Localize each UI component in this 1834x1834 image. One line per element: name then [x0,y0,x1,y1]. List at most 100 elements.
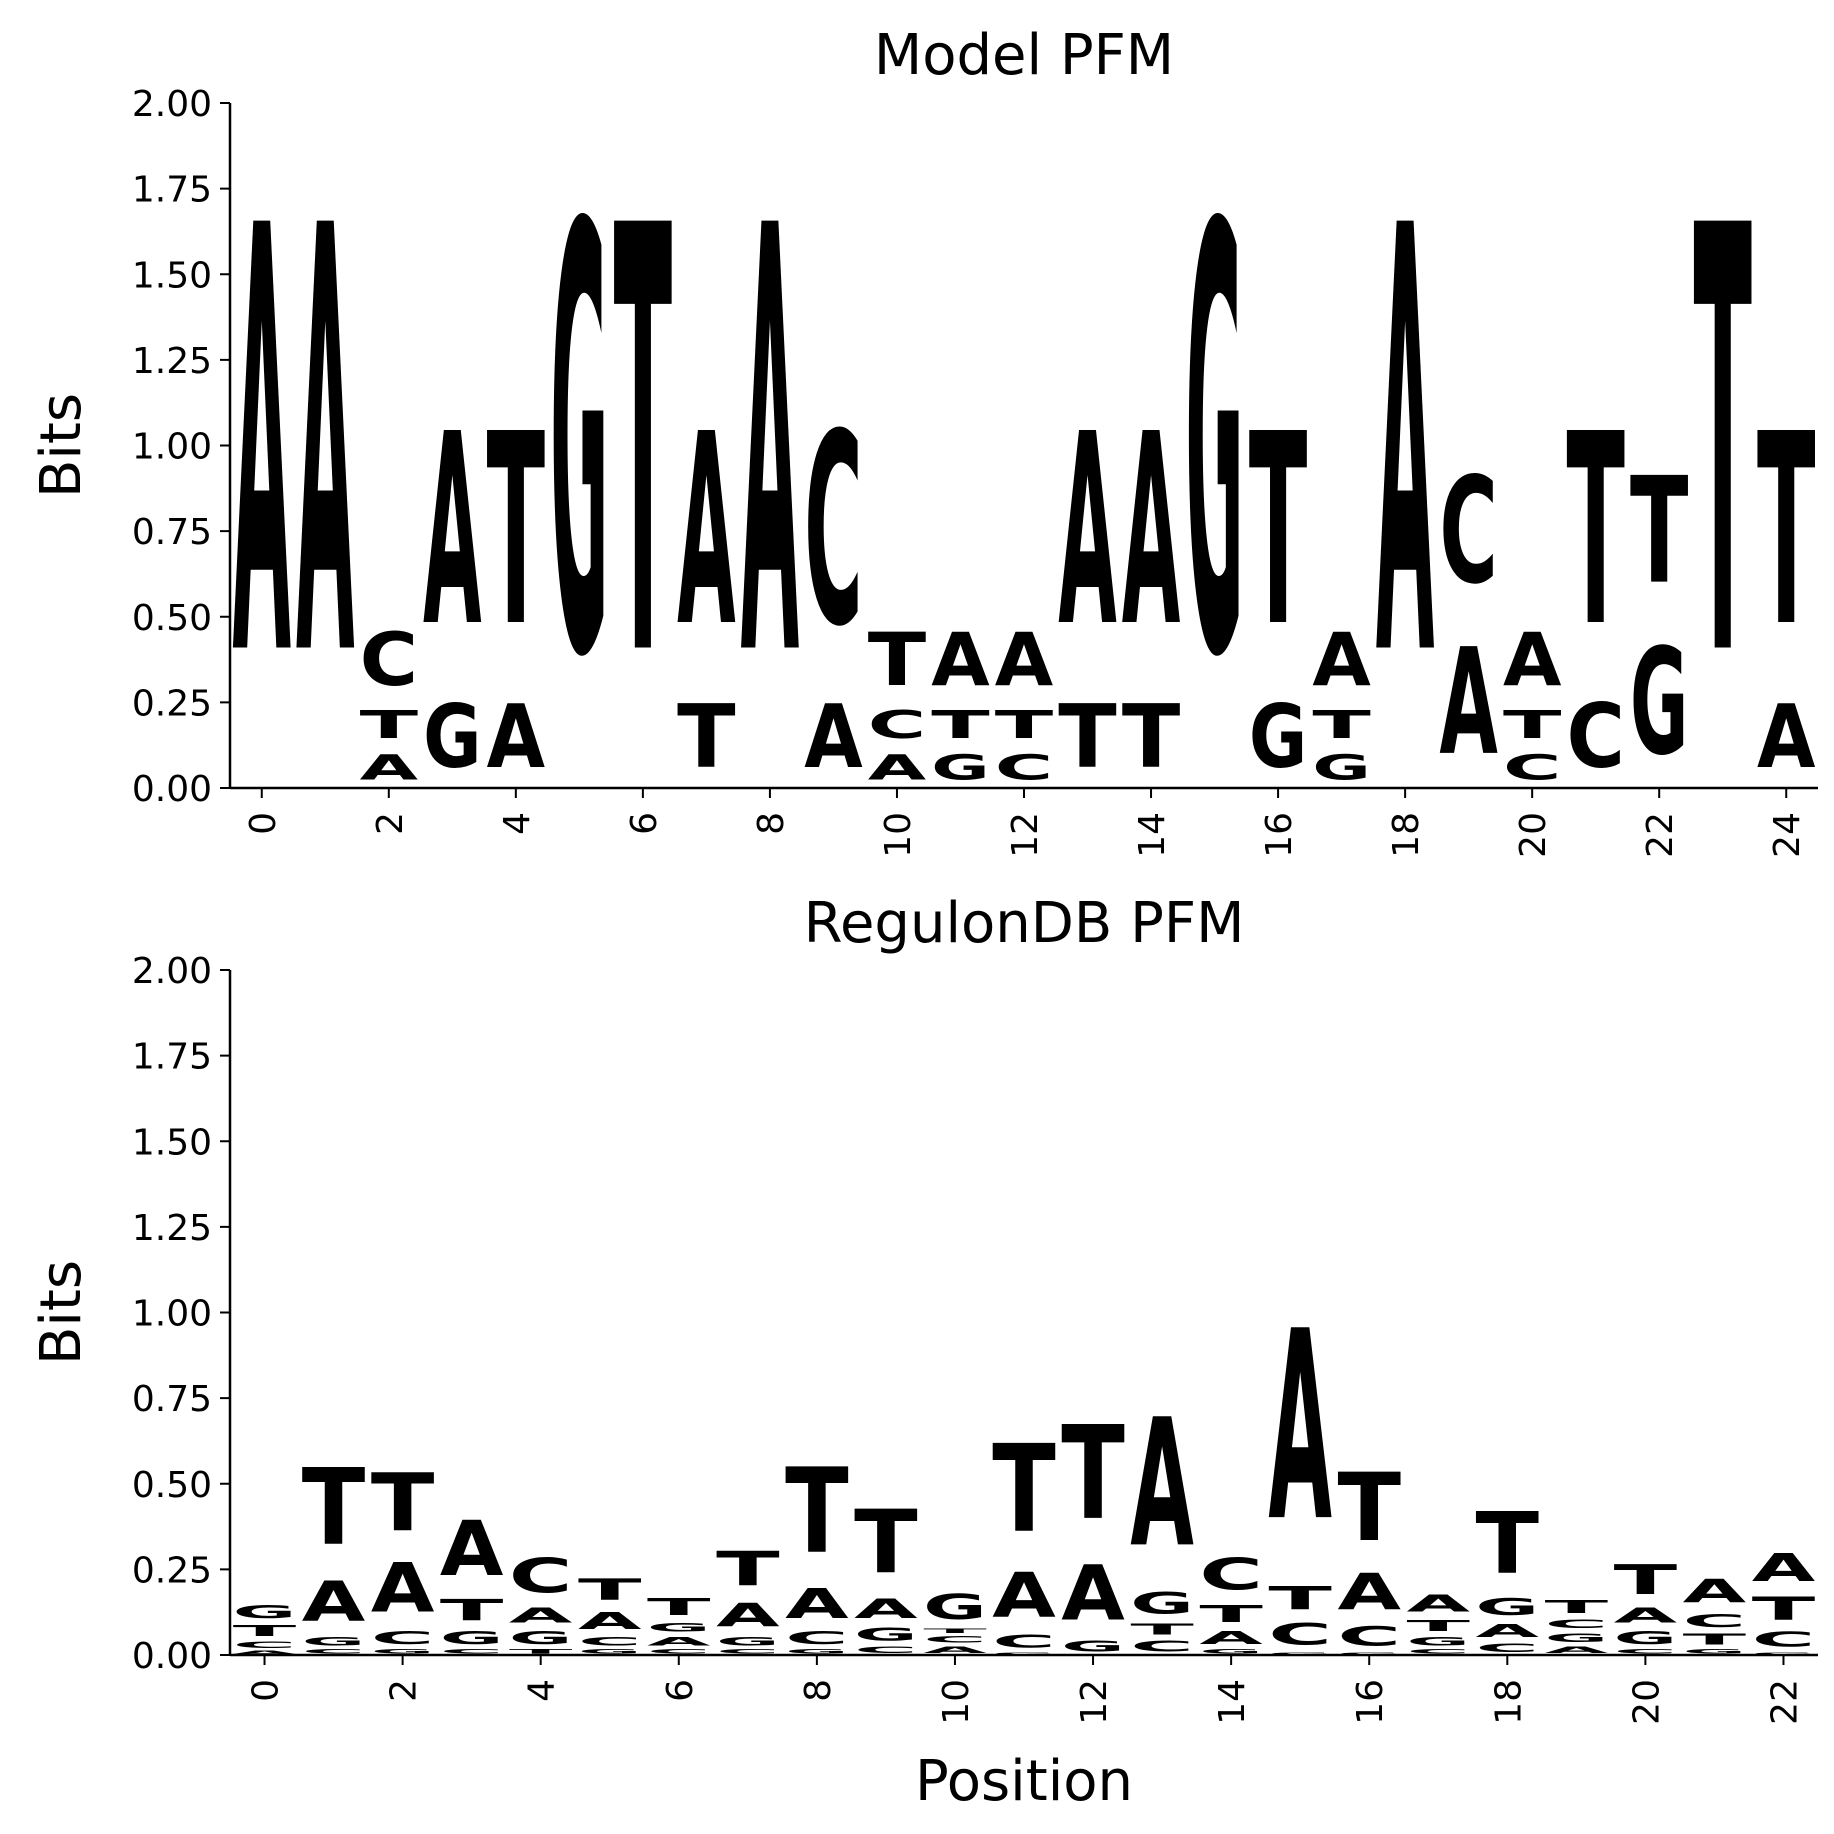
logo-letter-T: T [440,1594,504,1628]
logo-letter-A: A [578,1607,642,1634]
logo-letter-T: T [677,686,735,788]
logo-letter-A: A [923,1645,986,1655]
logo-letter-C: C [854,1645,918,1655]
logo-letter-T: T [1058,686,1116,788]
x-tick-label: 8 [751,812,792,835]
logo-letter-A: A [1058,377,1116,684]
logo-letter-T: T [302,1448,366,1570]
logo-letter-C: C [647,1648,711,1655]
logo-letter-T: T [1757,379,1815,686]
logo-letter-G: G [854,1625,918,1645]
logo-letter-A: A [233,106,292,786]
logo-letter-C: C [1337,1621,1401,1651]
logo-letter-A: A [1337,1563,1401,1621]
logo-letter-A: A [741,106,800,786]
logo-letter-C: C [1476,1641,1540,1655]
logo-letter-T: T [995,702,1053,747]
logo-letter-C: C [440,1648,504,1655]
logo-letter-G: G [931,748,989,789]
logo-letter-C: C [1752,1628,1816,1652]
logo-letter-T: T [1476,1495,1540,1594]
logo-letter-A: A [1061,1549,1125,1637]
logo-letter-A: A [1130,1383,1194,1587]
x-tick-label: 0 [243,812,284,835]
logo-letter-T: T [371,1458,435,1550]
logo-letter-A: A [509,1604,573,1628]
logo-letter-T: T [1503,702,1561,747]
logo-letter-C: C [1503,747,1561,788]
logo-letter-T: T [578,1573,642,1607]
logo-letter-T: T [1268,1580,1332,1617]
logo-letter-G: G [923,1587,987,1628]
logo-letter-A: A [360,747,419,788]
logo-letter-C: C [1614,1648,1678,1655]
logo-letter-G: G [1061,1638,1125,1655]
logo-letter-C: C [992,1631,1056,1652]
logo-letter-T: T [1312,702,1370,747]
logo-letter-G: G [1407,1635,1471,1649]
logo-letter-A: A [1757,686,1815,788]
logo-letter-A: A [1376,106,1435,786]
logo-letter-G: G [423,686,481,788]
logo-letter-G: G [1614,1628,1678,1648]
logo-letter-A: A [1683,1573,1747,1611]
logo-letter-C: C [804,377,862,684]
logo-letter-T: T [1630,447,1689,617]
logo-letter-C: C [1683,1610,1747,1631]
logo-letter-G: G [578,1648,642,1655]
y-tick-label: 1.50 [132,1122,212,1163]
logo-letter-C: C [995,747,1053,788]
logo-letter-A: A [1407,1590,1471,1617]
chart-title: Model PFM [874,23,1174,88]
x-tick-label: 4 [522,1679,563,1702]
logo-letter-A: A [1268,1276,1332,1579]
x-tick-label: 18 [1488,1679,1529,1725]
y-tick-label: 1.75 [132,170,212,211]
logo-letter-A: A [1545,1645,1608,1655]
logo-letter-T: T [509,1648,573,1655]
logo-letter-A: A [785,1580,848,1627]
logo-letter-A: A [995,617,1054,703]
x-tick-label: 10 [878,812,919,858]
logo-letter-C: C [233,1640,297,1650]
logo-letter-C: C [1545,1617,1609,1631]
logo-letter-G: G [1130,1587,1194,1621]
logo-letter-T: T [614,105,673,786]
x-tick-label: 6 [624,812,665,835]
logo-letter-G: G [1476,1594,1540,1621]
logo-letter-A: A [1312,617,1371,703]
logo-letter-C: C [302,1648,366,1655]
y-tick-label: 1.00 [132,1294,212,1335]
logo-letter-C: C [371,1628,435,1649]
logo-letter-G: G [1268,1652,1332,1655]
y-tick-label: 0.25 [132,1550,212,1591]
logo-letter-C: C [1566,685,1624,788]
logo-letter-T: T [716,1543,780,1597]
x-tick-label: 10 [936,1679,977,1725]
logo-letter-T: T [360,702,418,747]
logo-letter-G: G [1683,1648,1747,1655]
logo-letter-G: G [302,1635,366,1649]
logo-letter-T: T [233,1622,297,1639]
logo-letter-A: A [296,106,355,786]
x-tick-label: 2 [384,1679,425,1702]
logo-letter-C: C [509,1549,573,1604]
x-tick-label: 0 [246,1679,287,1702]
logo-letter-G: G [1249,686,1307,788]
logo-letter-T: T [1752,1590,1816,1627]
logo-letter-A: A [1752,1546,1816,1590]
logo-letter-T: T [1249,379,1307,686]
x-tick-label: 16 [1350,1679,1391,1725]
logo-letter-C: C [360,618,418,703]
logo-letter-T: T [992,1420,1056,1560]
logo-letter-A: A [423,377,481,684]
chart-title: RegulonDB PFM [804,891,1245,956]
y-tick-label: 1.00 [132,427,212,468]
x-tick-label: 16 [1259,812,1300,858]
logo-letter-T: T [487,379,545,686]
y-tick-label: 0.75 [132,512,212,553]
x-tick-label: 4 [497,812,538,835]
x-tick-label: 24 [1767,812,1808,858]
logo-letter-A: A [487,686,545,788]
logo-letter-C: C [1130,1638,1194,1655]
